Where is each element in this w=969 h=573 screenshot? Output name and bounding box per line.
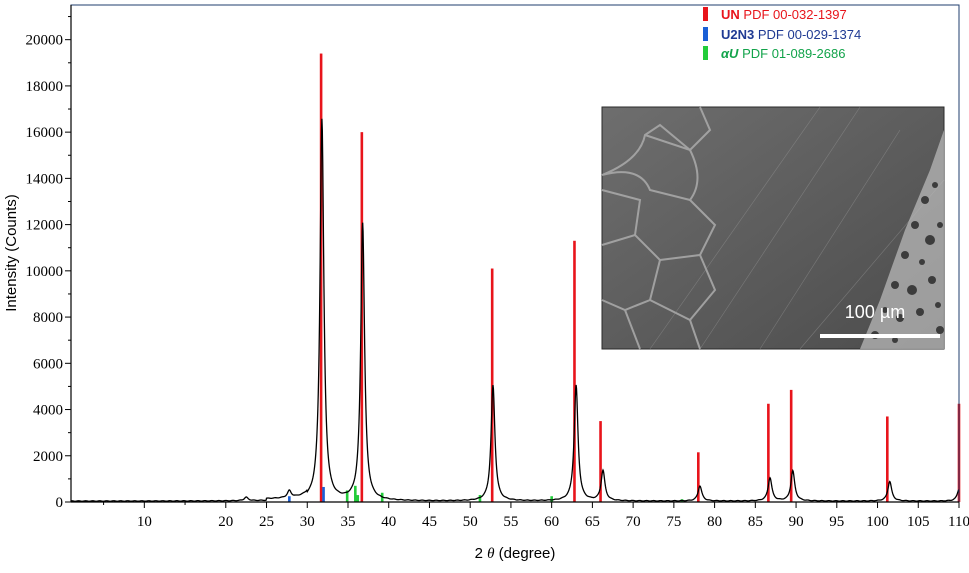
x-tick-label: 95 bbox=[829, 514, 844, 530]
y-axis-title: Intensity (Counts) bbox=[3, 194, 20, 312]
x-tick-label: 65 bbox=[585, 514, 600, 530]
reference-bar-UN bbox=[319, 53, 323, 502]
scale-bar bbox=[820, 334, 940, 338]
x-tick-label: 80 bbox=[707, 514, 722, 530]
scale-bar-label: 100 µm bbox=[845, 302, 905, 322]
sem-inset-image: 100 µm bbox=[601, 106, 945, 350]
y-tick-label: 20000 bbox=[26, 33, 64, 49]
y-tick-label: 18000 bbox=[26, 79, 64, 95]
reference-bar-UN bbox=[886, 416, 889, 502]
y-tick-label: 6000 bbox=[33, 356, 63, 372]
reference-bar-UN bbox=[697, 452, 700, 502]
legend: UN PDF 00-032-1397 U2N3 PDF 00-029-1374 … bbox=[703, 7, 861, 61]
reference-bar-alphaU bbox=[478, 495, 482, 502]
reference-bar-alphaU bbox=[356, 495, 360, 502]
x-tick-label: 60 bbox=[544, 514, 559, 530]
x-tick-label: 30 bbox=[300, 514, 315, 530]
x-tick-label: 55 bbox=[503, 514, 518, 530]
x-tick-label: 70 bbox=[626, 514, 641, 530]
reference-bar-UN bbox=[490, 268, 494, 502]
y-tick-label: 4000 bbox=[33, 403, 63, 419]
reference-bar-UN bbox=[599, 421, 602, 502]
reference-bar-UN bbox=[573, 240, 576, 502]
reference-bar-UN bbox=[360, 132, 364, 503]
reference-bars bbox=[288, 53, 961, 503]
x-tick-label: 10 bbox=[137, 514, 152, 530]
dendritic-region bbox=[860, 130, 944, 349]
measured-pattern-line bbox=[70, 118, 960, 502]
legend-swatch-un bbox=[703, 7, 708, 21]
legend-swatch-u2n3 bbox=[703, 27, 708, 41]
reference-bar-alphaU bbox=[345, 490, 349, 502]
x-axis-title: 2 θ (degree) bbox=[475, 545, 556, 562]
theta-symbol: θ bbox=[487, 546, 495, 562]
y-tick-label: 14000 bbox=[26, 171, 64, 187]
y-tick-label: 16000 bbox=[26, 125, 64, 141]
y-tick-label: 2000 bbox=[33, 449, 63, 465]
y-tick-label: 10000 bbox=[26, 264, 64, 280]
x-tick-label: 40 bbox=[381, 514, 396, 530]
y-tick-label: 12000 bbox=[26, 218, 64, 234]
y-tick-label: 0 bbox=[56, 495, 64, 511]
y-axis-ticks: 0 2000 4000 6000 8000 10000 12000 14000 16000 180… bbox=[26, 16, 71, 511]
x-tick-label: 100 bbox=[866, 514, 889, 530]
reference-bar-alphaU bbox=[354, 485, 357, 502]
legend-entry-alpha-u: αU PDF 01-089-2686 bbox=[721, 46, 845, 61]
reference-bar-UN bbox=[767, 403, 770, 502]
x-tick-label: 45 bbox=[422, 514, 437, 530]
x-tick-label: 20 bbox=[218, 514, 233, 530]
reference-bar-UN bbox=[789, 389, 793, 502]
x-tick-label: 50 bbox=[463, 514, 478, 530]
x-tick-label: 105 bbox=[907, 514, 930, 530]
x-tick-label: 35 bbox=[340, 514, 355, 530]
x-tick-label: 75 bbox=[666, 514, 681, 530]
x-axis-ticks: 10 20 25 30 35 40 45 50 55 60 65 70 75 80 85 90 95 100 105… bbox=[103, 502, 969, 530]
legend-entry-u2n3: U2N3 PDF 00-029-1374 bbox=[721, 27, 861, 42]
x-tick-label: 25 bbox=[259, 514, 274, 530]
legend-entry-un: UN PDF 00-032-1397 bbox=[721, 7, 847, 22]
reference-bar-U2N3 bbox=[288, 496, 291, 502]
x-tick-label: 110 bbox=[948, 514, 969, 530]
y-tick-label: 8000 bbox=[33, 310, 63, 326]
x-tick-label: 90 bbox=[789, 514, 804, 530]
x-tick-label: 85 bbox=[748, 514, 763, 530]
legend-swatch-alpha-u bbox=[703, 46, 708, 60]
reference-bar-alphaU bbox=[550, 496, 553, 502]
reference-bar-U2N3 bbox=[322, 486, 325, 502]
